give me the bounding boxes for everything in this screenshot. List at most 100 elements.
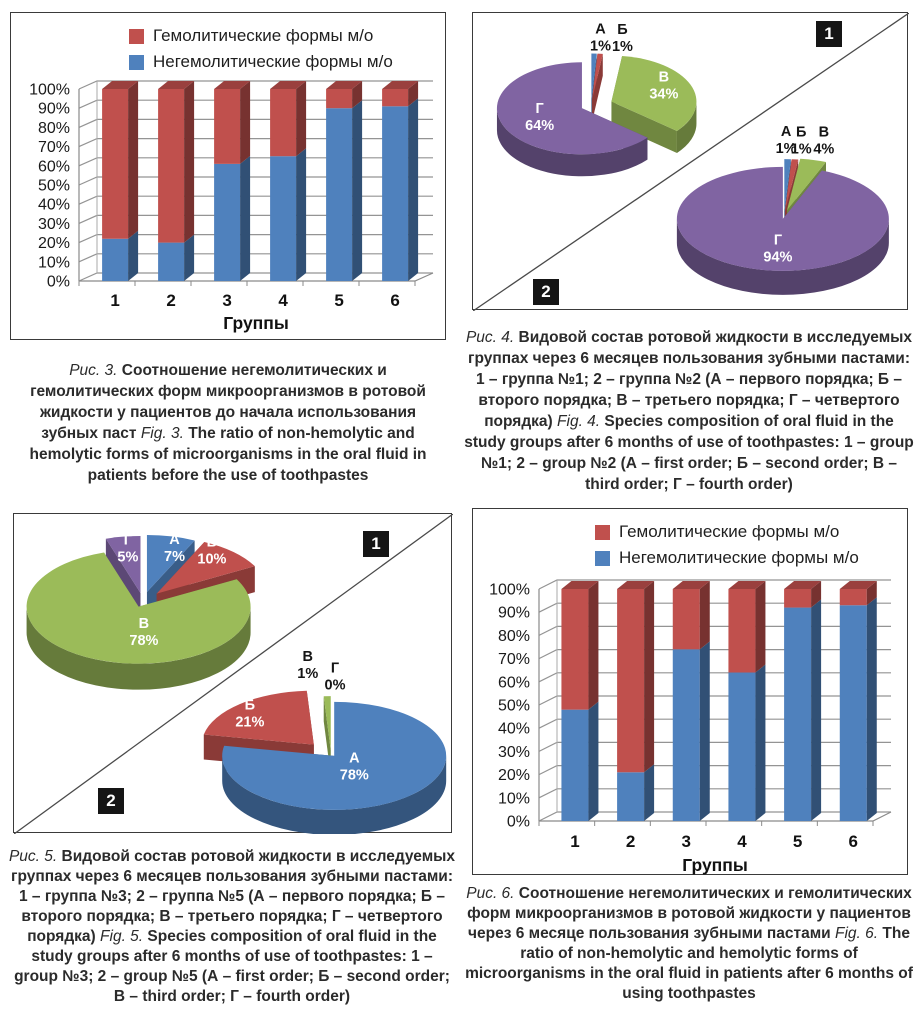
fig4-pie2-number-badge: 2 [533, 279, 559, 305]
y-tick-label: 0% [47, 274, 70, 291]
y-tick-label: 20% [498, 767, 530, 784]
fig5-caption-en-text: Species composition of oral fluid in the… [14, 928, 450, 1005]
fig6-caption-ru: Рис. 6. Соотношение негемолитических и г… [466, 885, 912, 942]
pie-slice [222, 701, 447, 810]
y-tick-label: 90% [38, 101, 70, 118]
pie-slice [496, 62, 648, 155]
y-tick-label: 40% [498, 721, 530, 738]
bar-segment-nonhemolytic [728, 672, 756, 821]
legend-swatch [129, 28, 144, 44]
bar-segment-nonhemolytic [561, 709, 589, 821]
x-category-label: 5 [334, 291, 343, 310]
bar-segment-hemolytic [784, 589, 812, 608]
y-tick-label: 10% [498, 790, 530, 807]
y-tick-label: 30% [38, 216, 70, 233]
y-tick-label: 100% [489, 582, 530, 599]
legend-swatch [595, 550, 610, 566]
y-tick-label: 70% [498, 651, 530, 668]
bar-top-face [270, 81, 307, 89]
pie-slice [611, 55, 697, 131]
bar-top-face [672, 581, 710, 589]
x-category-label: 4 [737, 832, 747, 851]
pie-slice [105, 535, 141, 593]
bar-segment-hemolytic [839, 589, 867, 606]
fig4-caption: Рис. 4. Видовой состав ротовой жидкости … [463, 327, 915, 495]
bar-side-face [866, 581, 877, 606]
fig5-pie1-number-badge: 1 [363, 531, 389, 557]
bar-side-face [644, 764, 655, 821]
fig3-legend: Гемолитические формы м/о Негемолитические… [129, 23, 393, 75]
fig3-caption-en-text: The ratio of non-hemolytic and hemolytic… [29, 425, 427, 484]
bar-side-face [128, 230, 139, 281]
bar-group [102, 81, 139, 281]
fig6-caption-en-text: The ratio of non-hemolytic and hemolytic… [465, 925, 913, 1002]
bar-side-face [184, 234, 195, 281]
x-axis-title: Группы [682, 855, 748, 875]
bar-plot-area: 0% 10% 20% 30% 40% 50% 60% 70% 80% 90% 100% 1 2 3 4 5 6 Г… [489, 579, 892, 875]
fig3-caption-en: Fig. 3. The ratio of non-hemolytic and h… [29, 425, 426, 484]
bar-group [784, 581, 822, 821]
pie-slice [591, 53, 597, 100]
bar-side-face [352, 81, 363, 109]
pie-slice-label: Б 10% [197, 535, 226, 568]
fig5-caption-en: Fig. 5. Species composition of oral flui… [14, 928, 450, 1005]
fig5-caption-ru-label: Рис. 5. [8, 848, 58, 865]
fig4-caption-ru-label: Рис. 4. [465, 329, 515, 346]
pie-slice [592, 53, 603, 100]
bar-top-face [382, 81, 419, 89]
fig6-caption-ru-text: Соотношение негемолитических и гемолитич… [467, 885, 912, 942]
bar-segment-nonhemolytic [326, 108, 353, 281]
fig4-caption-ru-text: Видовой состав ротовой жидкости в исслед… [468, 329, 913, 430]
bar-side-face [699, 641, 710, 821]
bar-segment-nonhemolytic [617, 772, 645, 821]
fig6-bar-chart-panel: Гемолитические формы м/о Негемолитические… [472, 508, 908, 875]
bar-top-face [214, 81, 251, 89]
pie: А 1%Б 1%В 4% Г 94% [676, 124, 889, 295]
fig6-caption-ru-label: Рис. 6. [466, 885, 515, 902]
legend-label: Негемолитические формы м/о [619, 548, 859, 567]
bar-side-face [866, 597, 877, 821]
pie-slice-label: Г 64% [525, 101, 554, 134]
bar-segment-hemolytic [728, 589, 756, 673]
legend-label: Негемолитические формы м/о [153, 52, 393, 71]
bar-group [617, 581, 655, 821]
bar-segment-nonhemolytic [784, 607, 812, 821]
legend-swatch [595, 524, 610, 540]
pie-slice-rim [496, 108, 648, 177]
bar-top-face [839, 581, 877, 589]
fig6-caption-en-label: Fig. 6. [835, 925, 879, 942]
bar-segment-nonhemolytic [839, 605, 867, 821]
bar-segment-hemolytic [672, 589, 700, 650]
bar-segment-hemolytic [270, 89, 297, 157]
bar-segment-hemolytic [326, 89, 353, 109]
fig5-caption-en-label: Fig. 5. [100, 928, 144, 945]
pie-slice [146, 535, 195, 593]
x-category-label: 1 [570, 832, 579, 851]
pie-slice-label: Г 94% [763, 232, 792, 265]
fig4-caption-en-label: Fig. 4. [557, 413, 601, 430]
bar-segment-hemolytic [102, 89, 129, 239]
pie-slice-cut-face [592, 53, 603, 122]
pie-slice [26, 552, 251, 664]
y-tick-label: 50% [38, 178, 70, 195]
pie-slice [156, 542, 255, 594]
fig6-caption-en: Fig. 6. The ratio of non-hemolytic and h… [465, 925, 913, 1002]
bar-segment-hemolytic [617, 589, 645, 773]
bar-segment-hemolytic [382, 89, 409, 107]
bar-side-face [408, 81, 419, 107]
pie-slice-label: В 78% [129, 616, 158, 649]
bar-group [839, 581, 877, 821]
bar-side-face [240, 81, 251, 164]
legend-swatch [129, 54, 144, 70]
bar-segment-nonhemolytic [672, 649, 700, 821]
pie-slice-label: Б 1% [791, 124, 812, 157]
bar-group [728, 581, 766, 821]
x-axis-title: Группы [223, 313, 289, 333]
fig5-caption-ru-text: Видовой состав ротовой жидкости в исслед… [11, 848, 456, 945]
pie-slice-label: В 34% [649, 69, 678, 102]
bar-side-face [755, 664, 766, 821]
bar-side-face [296, 148, 307, 281]
bar-top-face [617, 581, 655, 589]
pie: А 7% Б 10% В 78% Г 5% [26, 532, 255, 690]
